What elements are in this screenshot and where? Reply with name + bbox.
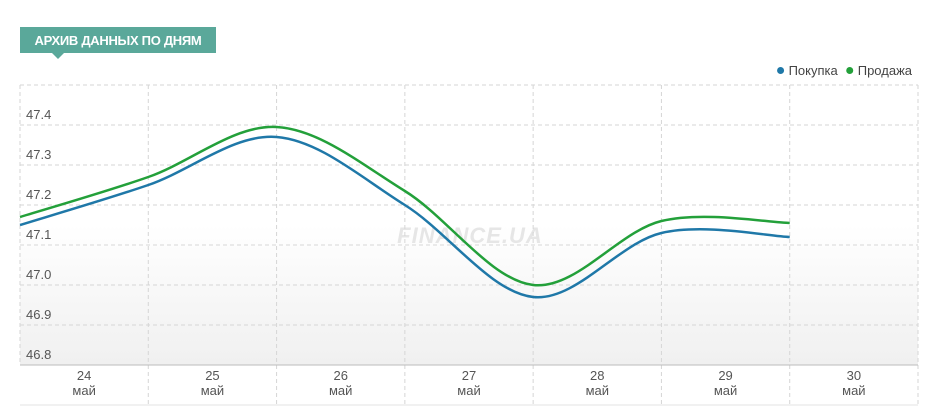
x-tick-label: май (201, 383, 224, 398)
legend-label: Продажа (858, 63, 913, 78)
x-tick-label: май (457, 383, 480, 398)
watermark: FINANCE.UA (397, 223, 543, 248)
series-line (19, 135, 790, 299)
x-tick-label: май (586, 383, 609, 398)
y-tick-label: 47.3 (26, 147, 51, 162)
x-tick-label: 30 (847, 368, 861, 383)
y-tick-label: 47.4 (26, 107, 51, 122)
x-tick-label: 25 (205, 368, 219, 383)
y-tick-label: 46.9 (26, 307, 51, 322)
chart-title: АРХИВ ДАННЫХ ПО ДНЯМ (35, 33, 202, 48)
series-line (19, 125, 790, 287)
x-tick-label: 28 (590, 368, 604, 383)
title-pointer (52, 53, 64, 59)
plot-background (20, 85, 918, 365)
y-tick-label: 46.8 (26, 347, 51, 362)
x-tick-label: май (329, 383, 352, 398)
legend: Продажа Покупка (777, 63, 913, 78)
y-tick-label: 47.0 (26, 267, 51, 282)
y-tick-label: 47.1 (26, 227, 51, 242)
legend-marker (777, 67, 785, 74)
x-tick-label: май (842, 383, 865, 398)
title-badge (20, 27, 216, 53)
x-tick-label: 27 (462, 368, 476, 383)
x-tick-label: 26 (333, 368, 347, 383)
x-tick-label: май (72, 383, 95, 398)
x-tick-label: май (714, 383, 737, 398)
legend-marker (846, 67, 854, 74)
legend-label: Покупка (789, 63, 839, 78)
x-tick-label: 24 (77, 368, 91, 383)
y-tick-label: 47.2 (26, 187, 51, 202)
x-tick-label: 29 (718, 368, 732, 383)
